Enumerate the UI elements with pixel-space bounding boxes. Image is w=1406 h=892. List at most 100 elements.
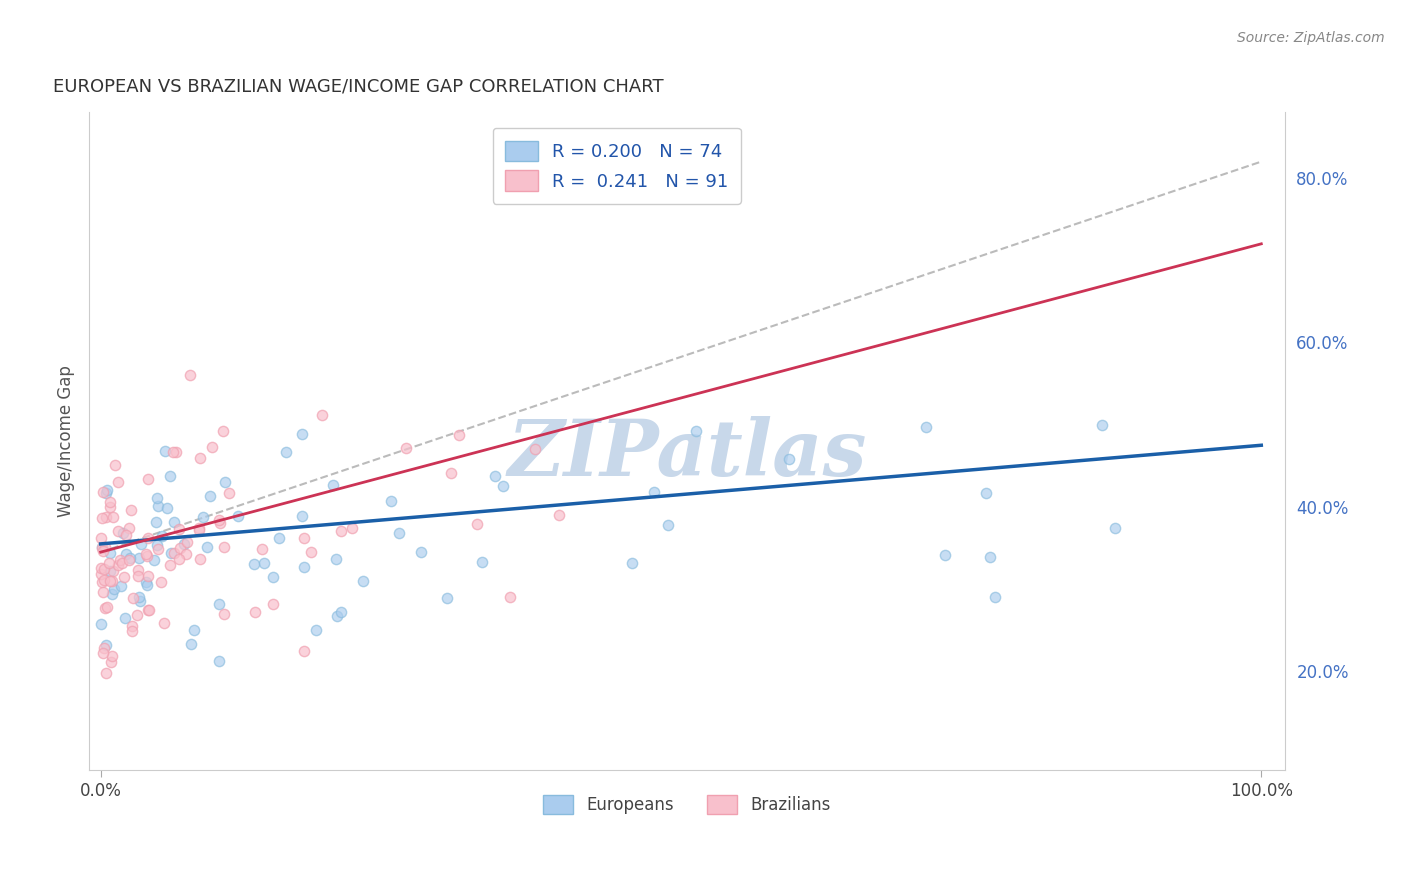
Point (115, 547, 138, 561)
Point (643, 484, 665, 499)
Point (115, 528, 138, 542)
Point (465, 516, 488, 531)
Point (253, 557, 276, 571)
Point (98, 564, 121, 578)
Point (292, 531, 315, 545)
Point (136, 568, 159, 582)
Point (1091, 417, 1114, 432)
Point (212, 607, 235, 621)
Point (145, 515, 167, 529)
Point (101, 586, 124, 600)
Point (94, 540, 117, 554)
Point (380, 494, 402, 508)
Point (96, 600, 118, 615)
Point (128, 593, 150, 607)
Point (208, 597, 231, 611)
Point (94, 509, 117, 524)
Point (388, 525, 411, 540)
Point (93, 641, 115, 656)
Point (163, 546, 186, 560)
Point (311, 408, 333, 422)
Point (984, 590, 1007, 604)
Point (146, 491, 169, 505)
Point (778, 451, 800, 466)
Point (136, 578, 159, 592)
Point (250, 542, 273, 557)
Point (183, 624, 205, 638)
Point (118, 551, 141, 566)
Point (111, 556, 134, 570)
Point (180, 637, 202, 651)
Point (214, 541, 236, 555)
Point (114, 610, 136, 624)
Point (146, 541, 169, 556)
Point (176, 534, 198, 549)
Point (547, 508, 569, 523)
Point (93, 562, 115, 576)
Point (440, 466, 463, 480)
Point (90, 574, 112, 589)
Legend: Europeans, Brazilians: Europeans, Brazilians (536, 789, 838, 821)
Point (91, 541, 114, 555)
Point (97, 556, 120, 570)
Point (685, 425, 707, 439)
Point (96, 486, 118, 500)
Point (267, 531, 290, 545)
Point (125, 607, 148, 622)
Point (291, 508, 314, 523)
Point (118, 521, 141, 535)
Point (91, 511, 114, 525)
Point (322, 477, 344, 491)
Point (163, 515, 186, 529)
Point (226, 508, 249, 523)
Point (934, 548, 956, 562)
Point (100, 655, 122, 669)
Point (195, 540, 218, 554)
Text: Source: ZipAtlas.com: Source: ZipAtlas.com (1237, 31, 1385, 45)
Point (305, 623, 328, 637)
Point (325, 609, 347, 624)
Point (135, 548, 157, 562)
Point (103, 582, 125, 597)
Point (395, 441, 418, 455)
Point (262, 597, 284, 611)
Point (146, 499, 169, 513)
Point (484, 469, 506, 483)
Point (104, 458, 127, 472)
Point (274, 444, 297, 458)
Point (101, 509, 124, 524)
Point (121, 624, 143, 638)
Point (129, 537, 152, 551)
Point (91, 485, 114, 500)
Point (93, 543, 115, 558)
Point (208, 513, 231, 527)
Point (107, 475, 129, 489)
Point (93, 573, 115, 587)
Point (179, 368, 201, 382)
Point (218, 486, 240, 500)
Point (94, 666, 117, 681)
Point (523, 442, 546, 457)
Point (121, 591, 143, 606)
Point (136, 549, 159, 564)
Point (100, 574, 122, 588)
Point (188, 450, 211, 465)
Point (243, 557, 266, 571)
Point (112, 570, 135, 584)
Point (142, 552, 165, 566)
Point (120, 503, 142, 517)
Point (110, 579, 132, 593)
Point (107, 558, 129, 572)
Point (330, 605, 353, 619)
Point (291, 427, 314, 442)
Point (159, 558, 181, 572)
Point (188, 521, 211, 535)
Point (127, 563, 149, 577)
Point (173, 537, 195, 551)
Point (162, 444, 184, 458)
Point (101, 649, 124, 664)
Point (90, 617, 112, 632)
Text: EUROPEAN VS BRAZILIAN WAGE/INCOME GAP CORRELATION CHART: EUROPEAN VS BRAZILIAN WAGE/INCOME GAP CO… (53, 78, 664, 95)
Point (150, 528, 173, 542)
Point (499, 590, 522, 604)
